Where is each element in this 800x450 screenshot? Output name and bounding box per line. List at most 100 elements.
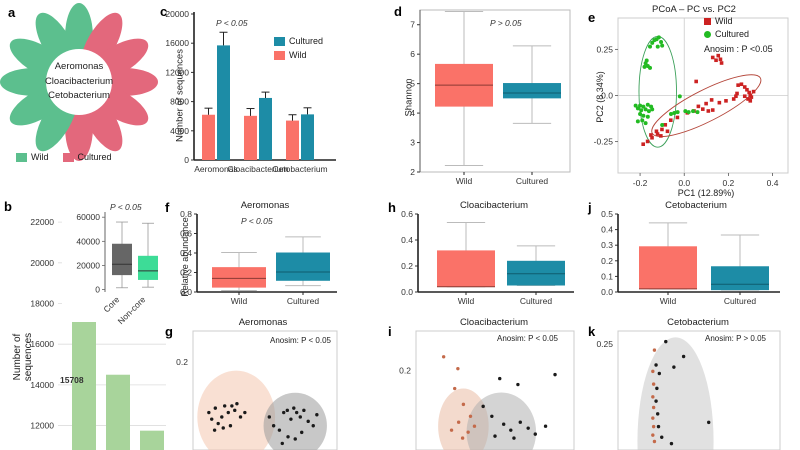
scatter-point xyxy=(468,414,473,418)
scatter-point xyxy=(638,111,643,116)
scatter-point xyxy=(657,371,662,376)
panel-g-svg: Aeromonas 0.2 Anosim: P < 0.05 xyxy=(176,317,338,450)
scatter-point xyxy=(651,369,655,374)
inset-x-tick-label: Core xyxy=(101,294,121,314)
scatter-point xyxy=(453,386,457,391)
scatter-point xyxy=(641,104,646,109)
scatter-point xyxy=(226,410,230,415)
scatter-point xyxy=(665,129,670,134)
x-tick-label: Wild xyxy=(456,176,473,186)
y-tick-label: 16000 xyxy=(165,38,189,48)
panel-c-ylabel: Number of sequences xyxy=(174,49,186,142)
scatter-point xyxy=(642,64,647,69)
x-tick-label: 0.2 xyxy=(722,178,734,188)
inset-y-tick-label: 60000 xyxy=(76,212,100,222)
y-tick-label: 0.2 xyxy=(401,261,413,271)
y-tick-label: 0.2 xyxy=(180,268,192,278)
scatter-point xyxy=(707,420,711,425)
panel-i-label: i xyxy=(388,324,392,339)
inset-y-tick-label: 0 xyxy=(95,285,100,295)
scatter-point xyxy=(751,89,756,94)
scatter-point xyxy=(210,417,214,421)
x-tick-label: Aeromonas xyxy=(194,164,237,174)
scatter-point xyxy=(311,424,315,428)
cluster-hull xyxy=(263,392,327,450)
x-tick-label: Wild xyxy=(660,296,677,306)
scatter-point xyxy=(650,40,655,45)
scatter-point xyxy=(672,365,676,369)
box xyxy=(212,267,266,288)
panel-k-title: Cetobacterium xyxy=(667,317,729,328)
scatter-point xyxy=(638,103,643,108)
scatter-point xyxy=(651,405,656,410)
box xyxy=(507,260,565,286)
scatter-point xyxy=(735,91,739,96)
y-tick-label: 0.5 xyxy=(601,209,613,219)
scatter-point xyxy=(461,402,466,407)
confidence-ellipse xyxy=(651,74,762,138)
y-tick-label: 20000 xyxy=(30,258,54,268)
panel-e-title: PCoA – PC vs. PC2 xyxy=(652,4,736,15)
legend-swatch-wild xyxy=(704,17,711,25)
scatter-point xyxy=(289,417,293,421)
scatter-point xyxy=(221,426,225,430)
scatter-point xyxy=(493,434,497,438)
y-tick-label: 0 xyxy=(184,155,189,165)
box xyxy=(276,252,330,281)
y-tick-label: 7 xyxy=(410,20,415,30)
scatter-point xyxy=(512,436,516,440)
scatter-point xyxy=(654,129,659,134)
scatter-point xyxy=(635,106,640,111)
legend-label-wild: Wild xyxy=(289,50,307,60)
box xyxy=(503,83,561,99)
scatter-point xyxy=(220,415,224,419)
panel-b-inset-boxplot: P < 0.05 60000 40000 20000 0 Core Non-core xyxy=(62,200,166,326)
scatter-point xyxy=(216,421,220,426)
scatter-point xyxy=(315,413,319,417)
flower-diagram: Aeromonas Cloacibacterium Cetobacterium xyxy=(0,3,158,161)
scatter-point xyxy=(709,98,714,102)
scatter-point xyxy=(651,433,655,437)
panel-d-svg: 7 6 5 4 3 2 Wild Cultured P > 0.05 xyxy=(410,9,571,186)
scatter-point xyxy=(641,113,646,118)
scatter-point xyxy=(681,354,686,359)
scatter-point xyxy=(694,79,698,84)
scatter-point xyxy=(704,101,708,106)
y-tick-label: 14000 xyxy=(30,380,54,390)
bar xyxy=(259,97,272,160)
inset-y-tick-label: 40000 xyxy=(76,236,100,246)
scatter-point xyxy=(652,38,657,43)
panel-k-label: k xyxy=(588,324,596,339)
panel-k-cetobacterium-scatter: k Cetobacterium 0.25 Anosim: P > 0.05 xyxy=(586,315,782,450)
scatter-point xyxy=(646,109,651,114)
y-tick-label: 3 xyxy=(410,138,415,148)
scatter-point xyxy=(663,123,668,127)
bar xyxy=(286,120,299,160)
panel-a-flower-diagram: a Aeromonas Cloacibacterium Cetobacteriu… xyxy=(0,0,158,196)
scatter-point xyxy=(660,127,664,132)
scatter-point xyxy=(675,110,680,115)
box xyxy=(138,255,158,280)
x-tick-label: 0.0 xyxy=(678,178,690,188)
x-tick-label: Cultured xyxy=(520,296,552,306)
scatter-point xyxy=(635,119,640,124)
legend-swatch-cultured xyxy=(274,36,285,46)
panel-e-legend: Wild Cultured Anosim : P <0.05 xyxy=(704,16,773,54)
panel-i-svg: Cloacibacterium 0.2 Anosim: P < 0.05 xyxy=(399,317,575,450)
scatter-point xyxy=(655,44,660,49)
scatter-point xyxy=(543,424,548,428)
scatter-point xyxy=(675,115,680,120)
scatter-point xyxy=(207,410,211,415)
scatter-point xyxy=(655,386,659,391)
y-tick-label: 0.2 xyxy=(601,256,613,266)
legend-label-cultured: Cultured xyxy=(289,36,324,46)
panel-k-svg: Cetobacterium 0.25 Anosim: P > 0.05 xyxy=(596,317,781,450)
scatter-point xyxy=(660,435,664,439)
panel-j-cetobacterium-boxplot: j Cetobacterium 0.5 0.4 0.3 0.2 0.1 0.0 Wild C… xyxy=(586,198,782,310)
scatter-point xyxy=(686,110,691,115)
panel-i-anosim: Anosim: P < 0.05 xyxy=(497,334,559,343)
scatter-point xyxy=(228,424,233,428)
y-tick-label: 0.4 xyxy=(401,235,413,245)
panel-e-xlabel: PC1 (12.89%) xyxy=(678,188,735,198)
x-tick-label: Wild xyxy=(458,296,475,306)
